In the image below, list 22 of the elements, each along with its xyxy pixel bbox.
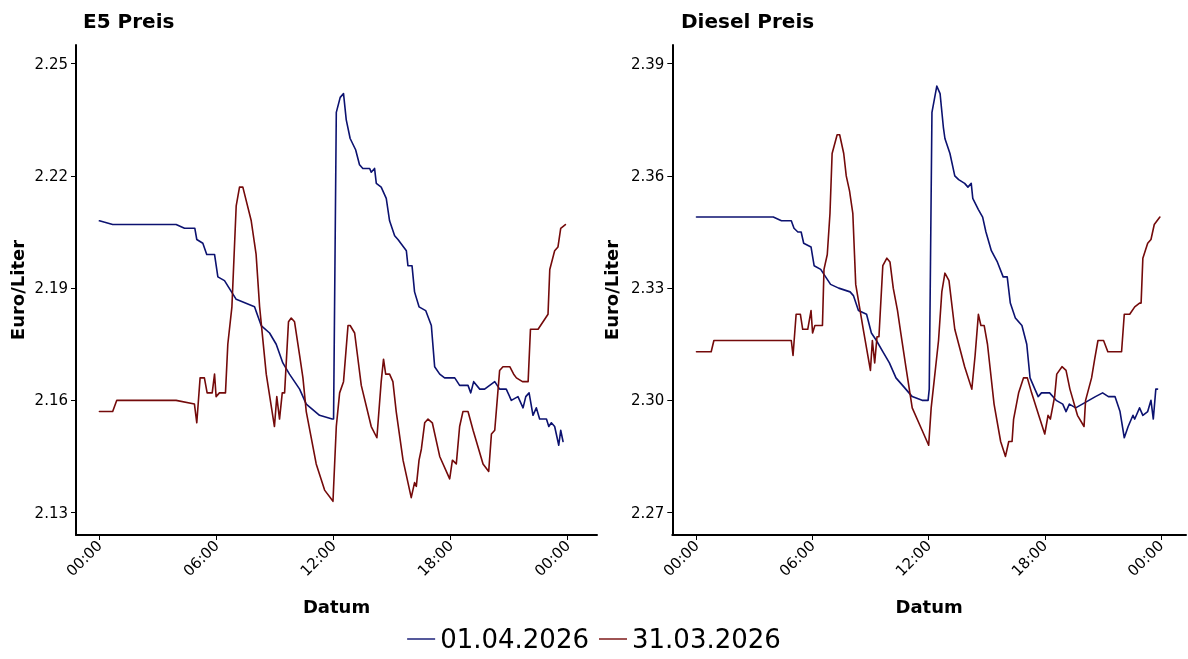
x-axis-title: Datum xyxy=(302,595,371,617)
y-axis-title: Euro/Liter xyxy=(600,239,622,341)
y-tick-label: 2.13 xyxy=(34,503,68,522)
line-series xyxy=(98,186,567,503)
line-series xyxy=(98,92,564,447)
y-axis-title: Euro/Liter xyxy=(6,239,28,341)
line-series xyxy=(695,133,1161,458)
chart-title: E5 Preis xyxy=(83,9,175,33)
y-tick-label: 2.30 xyxy=(630,391,665,410)
legend-label: 31.03.2026 xyxy=(632,624,781,654)
legend-label: 01.04.2026 xyxy=(440,624,590,654)
line-series xyxy=(695,85,1159,439)
chart-title: Diesel Preis xyxy=(681,9,815,33)
x-axis-title: Datum xyxy=(895,595,963,617)
y-tick-label: 2.33 xyxy=(630,279,665,298)
y-tick-label: 2.36 xyxy=(630,166,665,185)
y-tick-label: 2.39 xyxy=(630,54,665,73)
y-tick-label: 2.27 xyxy=(630,503,665,522)
y-tick-label: 2.25 xyxy=(34,54,68,73)
y-tick-label: 2.16 xyxy=(34,391,68,410)
y-tick-label: 2.22 xyxy=(34,166,68,185)
y-tick-label: 2.19 xyxy=(34,279,68,298)
